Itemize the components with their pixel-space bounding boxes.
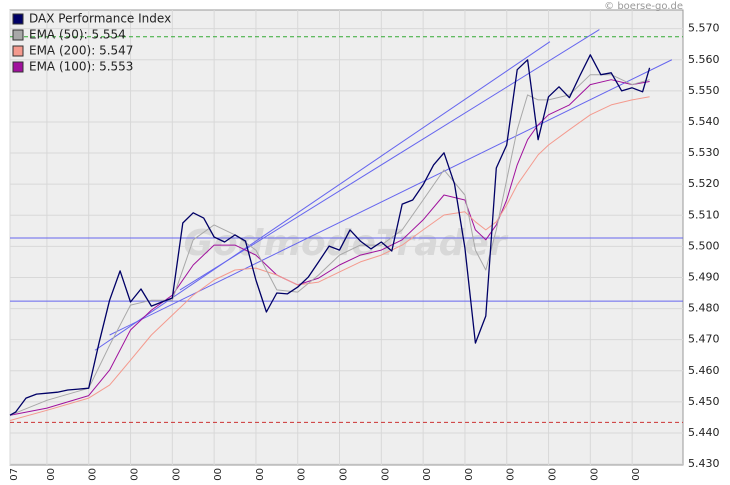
- watermark: GodmodeTrader: [183, 223, 508, 264]
- x-tick-label: 14:00: [339, 468, 350, 481]
- x-tick-label: 10:00: [171, 468, 182, 481]
- y-tick-label: 5.470: [688, 333, 720, 346]
- x-tick-label: 18:00: [506, 468, 517, 481]
- y-tick-label: 5.500: [688, 239, 720, 252]
- x-tick-label: 16:00: [422, 468, 433, 481]
- y-tick-label: 5.530: [688, 146, 720, 159]
- y-tick-label: 5.440: [688, 426, 720, 439]
- x-tick-label: 19:00: [548, 468, 559, 481]
- x-tick-label: 06:07: [9, 468, 20, 481]
- legend-swatch: [12, 13, 24, 25]
- series-line: [9, 74, 650, 416]
- y-tick-label: 5.550: [688, 84, 720, 97]
- legend-swatch: [12, 45, 24, 57]
- y-tick-label: 5.490: [688, 270, 720, 283]
- x-tick-label: 21:00: [631, 468, 642, 481]
- y-tick-label: 5.480: [688, 302, 720, 315]
- legend-label: EMA (100): 5.553: [29, 60, 133, 74]
- y-tick-label: 5.450: [688, 395, 720, 408]
- y-tick-label: 5.560: [688, 53, 720, 66]
- y-tick-label: 5.510: [688, 208, 720, 221]
- x-tick-label: 07:00: [46, 468, 57, 481]
- x-tick-label: 15:00: [380, 468, 391, 481]
- legend-label: DAX Performance Index: [29, 12, 171, 26]
- legend-label: EMA (50): 5.554: [29, 28, 126, 42]
- y-tick-label: 5.520: [688, 177, 720, 190]
- legend-swatch: [12, 29, 24, 41]
- y-tick-label: 5.540: [688, 115, 720, 128]
- x-tick-label: 08:00: [88, 468, 99, 481]
- y-tick-label: 5.430: [688, 457, 720, 470]
- x-tick-label: 13:00: [297, 468, 308, 481]
- x-tick-label: 17:00: [464, 468, 475, 481]
- y-tick-label: 5.570: [688, 22, 720, 35]
- trend-line: [109, 59, 673, 336]
- x-tick-label: 11:00: [213, 468, 224, 481]
- series-line: [9, 54, 651, 416]
- x-tick-label: 12:00: [255, 468, 266, 481]
- legend-label: EMA (200): 5.547: [29, 44, 133, 58]
- x-tick-label: 09:00: [130, 468, 141, 481]
- x-tick-label: 20:00: [589, 468, 600, 481]
- y-tick-label: 5.460: [688, 364, 720, 377]
- legend-swatch: [12, 61, 24, 73]
- source: © boerse-go.de: [604, 1, 683, 12]
